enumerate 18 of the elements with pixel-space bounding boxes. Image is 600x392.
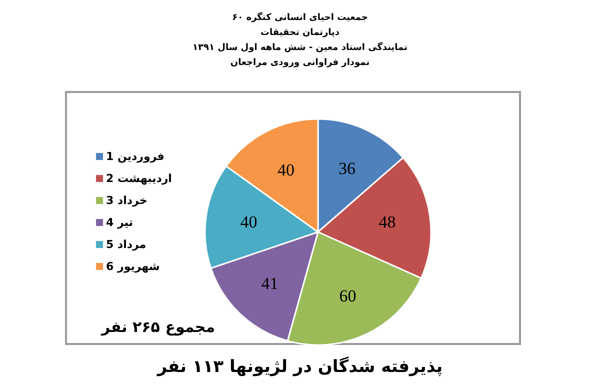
legend-label: 5 مرداد [106, 238, 146, 251]
text: نمودار فراوانی ورودی مراجعان [230, 58, 370, 68]
legend-label: 3 خرداد [106, 194, 148, 207]
data-label: 48 [378, 212, 396, 232]
chart-title: جمعیت احیای انسانی کنگره ۶۰ [232, 11, 368, 23]
data-label: 36 [338, 159, 356, 178]
data-label: 40 [240, 212, 258, 232]
data-label: 60 [339, 286, 356, 306]
data-label: 40 [278, 160, 295, 180]
text: دپارتمان تحقیقات [260, 28, 340, 38]
text: نمایندگی استاد معین - شش ماهه اول سال ۱۳۹۱ [192, 43, 408, 53]
text: مجموع ۲۶۵ نفر [100, 318, 215, 336]
legend-label: 6 شهریور [106, 260, 160, 273]
legend-label: 4 تیر [106, 216, 133, 229]
legend-label: 1 فروردین [106, 150, 164, 163]
legend-label: 2 اردیبهشت [106, 172, 172, 185]
data-label: 41 [261, 274, 278, 293]
text: پذیرفته شدگان در لژیونها ۱۱۳ نفر [156, 356, 443, 377]
